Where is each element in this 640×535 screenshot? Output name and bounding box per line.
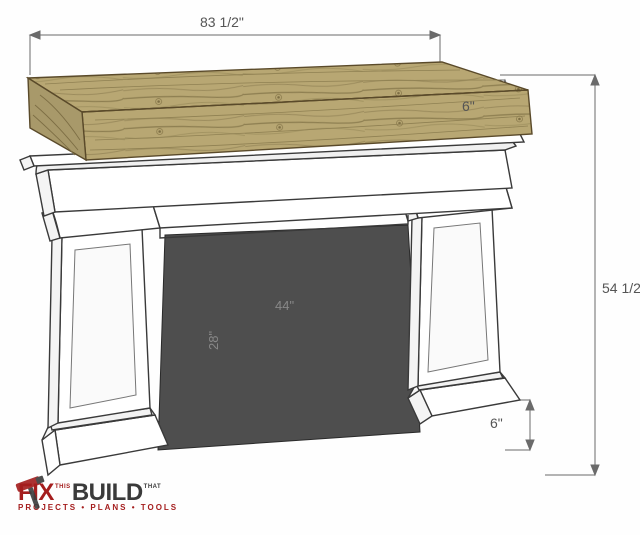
logo-that: THAT	[144, 484, 160, 491]
brand-logo: FIXTHISBUILDTHAT PROJECTS • PLANS • TOOL…	[18, 481, 243, 521]
firebox-panel	[158, 225, 420, 450]
logo-this: THIS	[55, 484, 71, 491]
logo-build: BUILD	[72, 479, 143, 506]
diagram-stage: 83 1/2" 54 1/2" 6" 6" 44" 28" FIXTHISBUI…	[0, 0, 640, 535]
mantel-drawing	[0, 0, 640, 535]
